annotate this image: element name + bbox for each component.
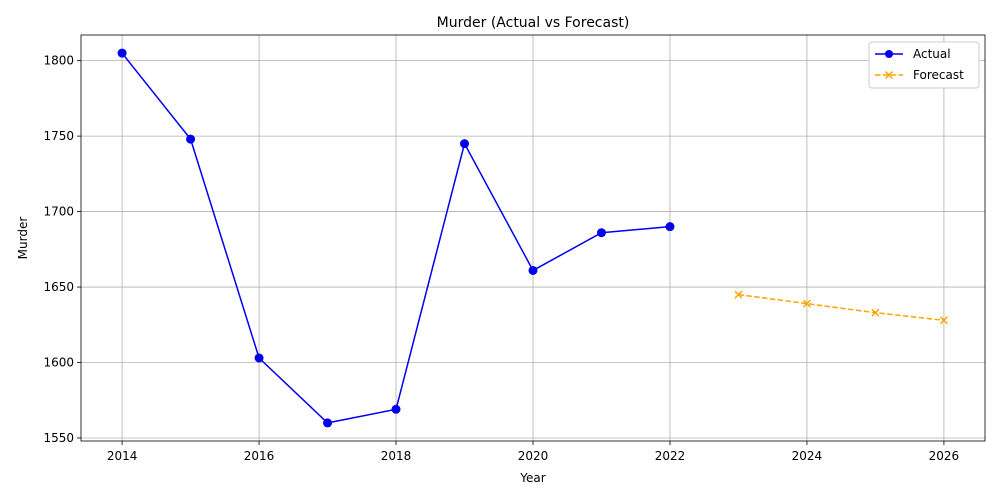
series-actual — [117, 48, 675, 428]
data-point — [460, 139, 470, 149]
ticks: 2014 2016 2018 2020 2022 2024 2026 1550 1600 1650… — [43, 54, 959, 463]
series-layer — [117, 48, 948, 428]
x-tick-label: 2024 — [792, 449, 823, 463]
y-axis-label: Murder — [16, 217, 30, 260]
y-tick-label: 1650 — [43, 280, 74, 294]
legend-item-forecast: Forecast — [875, 68, 964, 82]
data-point — [254, 353, 264, 363]
chart-title: Murder (Actual vs Forecast) — [437, 15, 630, 31]
grid — [81, 35, 985, 441]
x-tick-label: 2022 — [655, 449, 686, 463]
y-tick-label: 1750 — [43, 129, 74, 143]
y-tick-label: 1700 — [43, 205, 74, 219]
data-point — [117, 48, 127, 58]
x-tick-label: 2020 — [518, 449, 549, 463]
legend: Actual Forecast — [868, 41, 980, 89]
legend-label: Forecast — [913, 68, 964, 82]
data-point — [186, 134, 196, 144]
x-tick-label: 2026 — [929, 449, 960, 463]
series-line-forecast — [738, 293, 944, 322]
legend-label: Actual — [913, 47, 951, 61]
legend-items: Actual Forecast — [875, 47, 964, 82]
legend-marker — [885, 50, 893, 58]
series-forecast — [734, 290, 948, 325]
legend-marker — [884, 70, 894, 80]
y-tick-label: 1600 — [43, 356, 74, 370]
x-tick-label: 2018 — [381, 449, 412, 463]
data-point — [939, 316, 948, 325]
data-point — [391, 404, 401, 414]
x-tick-label: 2014 — [107, 449, 138, 463]
data-point — [802, 299, 811, 308]
data-point — [596, 228, 606, 238]
legend-item-actual: Actual — [875, 47, 951, 61]
y-tick-label: 1550 — [43, 431, 74, 445]
data-point — [734, 290, 743, 299]
x-axis-label: Year — [519, 471, 545, 485]
x-tick-label: 2016 — [244, 449, 275, 463]
data-point — [528, 265, 538, 275]
data-point — [871, 308, 880, 317]
data-point — [665, 222, 675, 232]
y-tick-label: 1800 — [43, 54, 74, 68]
data-point — [323, 418, 333, 428]
